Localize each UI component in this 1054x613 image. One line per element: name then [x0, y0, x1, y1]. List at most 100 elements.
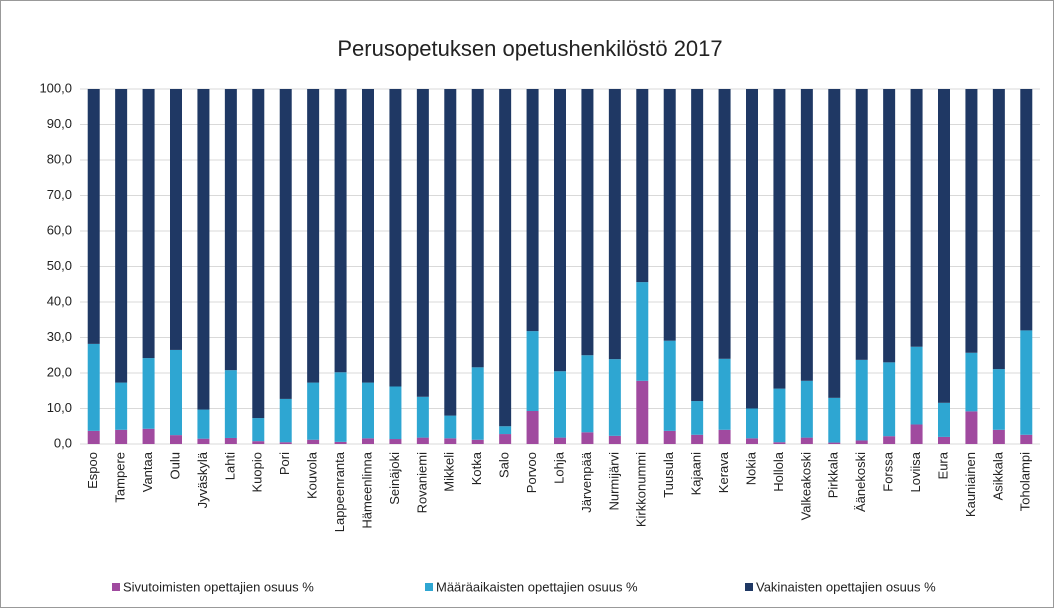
bar-segment — [197, 89, 210, 410]
bar-segment — [992, 369, 1005, 430]
bar-segment — [1020, 330, 1033, 435]
bar-segment — [416, 89, 429, 397]
bar-segment — [526, 331, 539, 411]
y-tick-label: 90,0 — [47, 116, 72, 131]
y-tick-label: 20,0 — [47, 364, 72, 379]
legend-label: Määräaikaisten opettajien osuus % — [436, 579, 638, 594]
x-tick-label: Hollola — [771, 451, 786, 492]
bar-segment — [252, 89, 265, 419]
bar-segment — [307, 382, 320, 440]
bar-segment — [636, 380, 649, 444]
bar-segment — [581, 432, 594, 444]
bar-segment — [224, 89, 237, 371]
x-tick-label: Pirkkala — [826, 451, 841, 498]
bar-segment — [554, 437, 566, 444]
bar-segment — [910, 424, 923, 444]
bar-segment — [828, 89, 841, 398]
x-tick-label: Järvenpää — [579, 451, 594, 512]
x-tick-label: Pori — [277, 452, 292, 475]
bar-segment — [87, 430, 100, 444]
bar-segment — [197, 438, 210, 444]
bar-segment — [362, 438, 374, 444]
bar-segment — [224, 370, 237, 438]
x-tick-label: Eura — [935, 451, 950, 479]
x-tick-label: Salo — [497, 452, 512, 478]
x-tick-label: Kouvola — [305, 451, 320, 499]
bar-segment — [115, 382, 128, 430]
x-tick-label: Äänekoski — [853, 452, 868, 512]
y-tick-label: 100,0 — [39, 80, 72, 95]
bar-segment — [663, 340, 676, 431]
bar-segment — [938, 89, 950, 403]
x-tick-label: Vantaa — [140, 451, 155, 492]
bar-segment — [334, 441, 347, 444]
x-tick-label: Mikkeli — [442, 452, 457, 492]
bar-segment — [746, 89, 758, 409]
x-tick-label: Oulu — [167, 452, 182, 479]
legend-label: Vakinaisten opettajien osuus % — [756, 579, 936, 594]
bar-segment — [554, 89, 566, 372]
bar-segment — [663, 430, 676, 444]
x-tick-label: Asikkala — [990, 451, 1005, 500]
x-tick-label: Toholampi — [1018, 452, 1033, 511]
bar-segment — [581, 89, 594, 356]
bar-segment — [1020, 434, 1033, 444]
x-tick-label: Lappeenranta — [332, 451, 347, 532]
bar-segment — [773, 89, 786, 389]
y-tick-label: 60,0 — [47, 222, 72, 237]
bar-segment — [499, 89, 512, 427]
bar-segment — [608, 435, 621, 444]
bar-segment — [746, 408, 758, 439]
bar-segment — [663, 89, 676, 341]
bar-segment — [279, 398, 292, 443]
bar-segment — [115, 429, 128, 444]
bar-segment — [526, 89, 539, 332]
x-tick-label: Jyväskylä — [195, 451, 210, 508]
bar-segment — [87, 343, 100, 431]
bar-segment — [910, 89, 923, 347]
bar-segment — [718, 89, 731, 359]
bar-segment — [800, 380, 813, 438]
bar-segment — [224, 437, 237, 444]
x-tick-label: Nurmijärvi — [606, 452, 621, 511]
bar-segment — [471, 367, 484, 440]
bar-segment — [691, 434, 704, 444]
x-tick-label: Kerava — [716, 451, 731, 493]
x-tick-label: Tampere — [113, 452, 128, 503]
bar-segment — [279, 442, 292, 444]
bar-segment — [965, 89, 978, 353]
bar-segment — [691, 401, 704, 435]
bar-segment — [992, 89, 1005, 370]
x-tick-label: Tuusula — [661, 451, 676, 498]
bar-segment — [389, 89, 402, 387]
bar-segment — [828, 442, 841, 444]
bar-segment — [471, 89, 484, 368]
x-tick-label: Porvoo — [524, 452, 539, 493]
bar-segment — [581, 355, 594, 433]
x-tick-label: Lahti — [222, 452, 237, 480]
bar-segment — [252, 418, 265, 442]
bar-segment — [389, 386, 402, 440]
bar-segment — [608, 359, 621, 436]
bar-segment — [115, 89, 128, 383]
chart-title: Perusopetuksen opetushenkilöstö 2017 — [337, 36, 722, 61]
bar-segment — [444, 438, 457, 444]
bar-segment — [718, 358, 731, 430]
bar-segment — [307, 439, 320, 444]
bar-segment — [855, 440, 868, 444]
bar-segment — [416, 437, 429, 444]
bar-segment — [883, 436, 896, 444]
bar-segment — [197, 409, 210, 439]
bar-segment — [279, 89, 292, 399]
x-tick-label: Rovaniemi — [414, 452, 429, 514]
bar-segment — [526, 410, 539, 444]
bar-segment — [938, 436, 950, 444]
bar-segment — [170, 349, 182, 436]
x-tick-label: Kuopio — [250, 452, 265, 492]
legend-swatch — [745, 583, 753, 591]
y-tick-label: 40,0 — [47, 293, 72, 308]
x-tick-label: Seinäjoki — [387, 452, 402, 505]
bar-segment — [773, 388, 786, 443]
x-tick-label: Loviisa — [908, 451, 923, 492]
bar-segment — [334, 372, 347, 442]
